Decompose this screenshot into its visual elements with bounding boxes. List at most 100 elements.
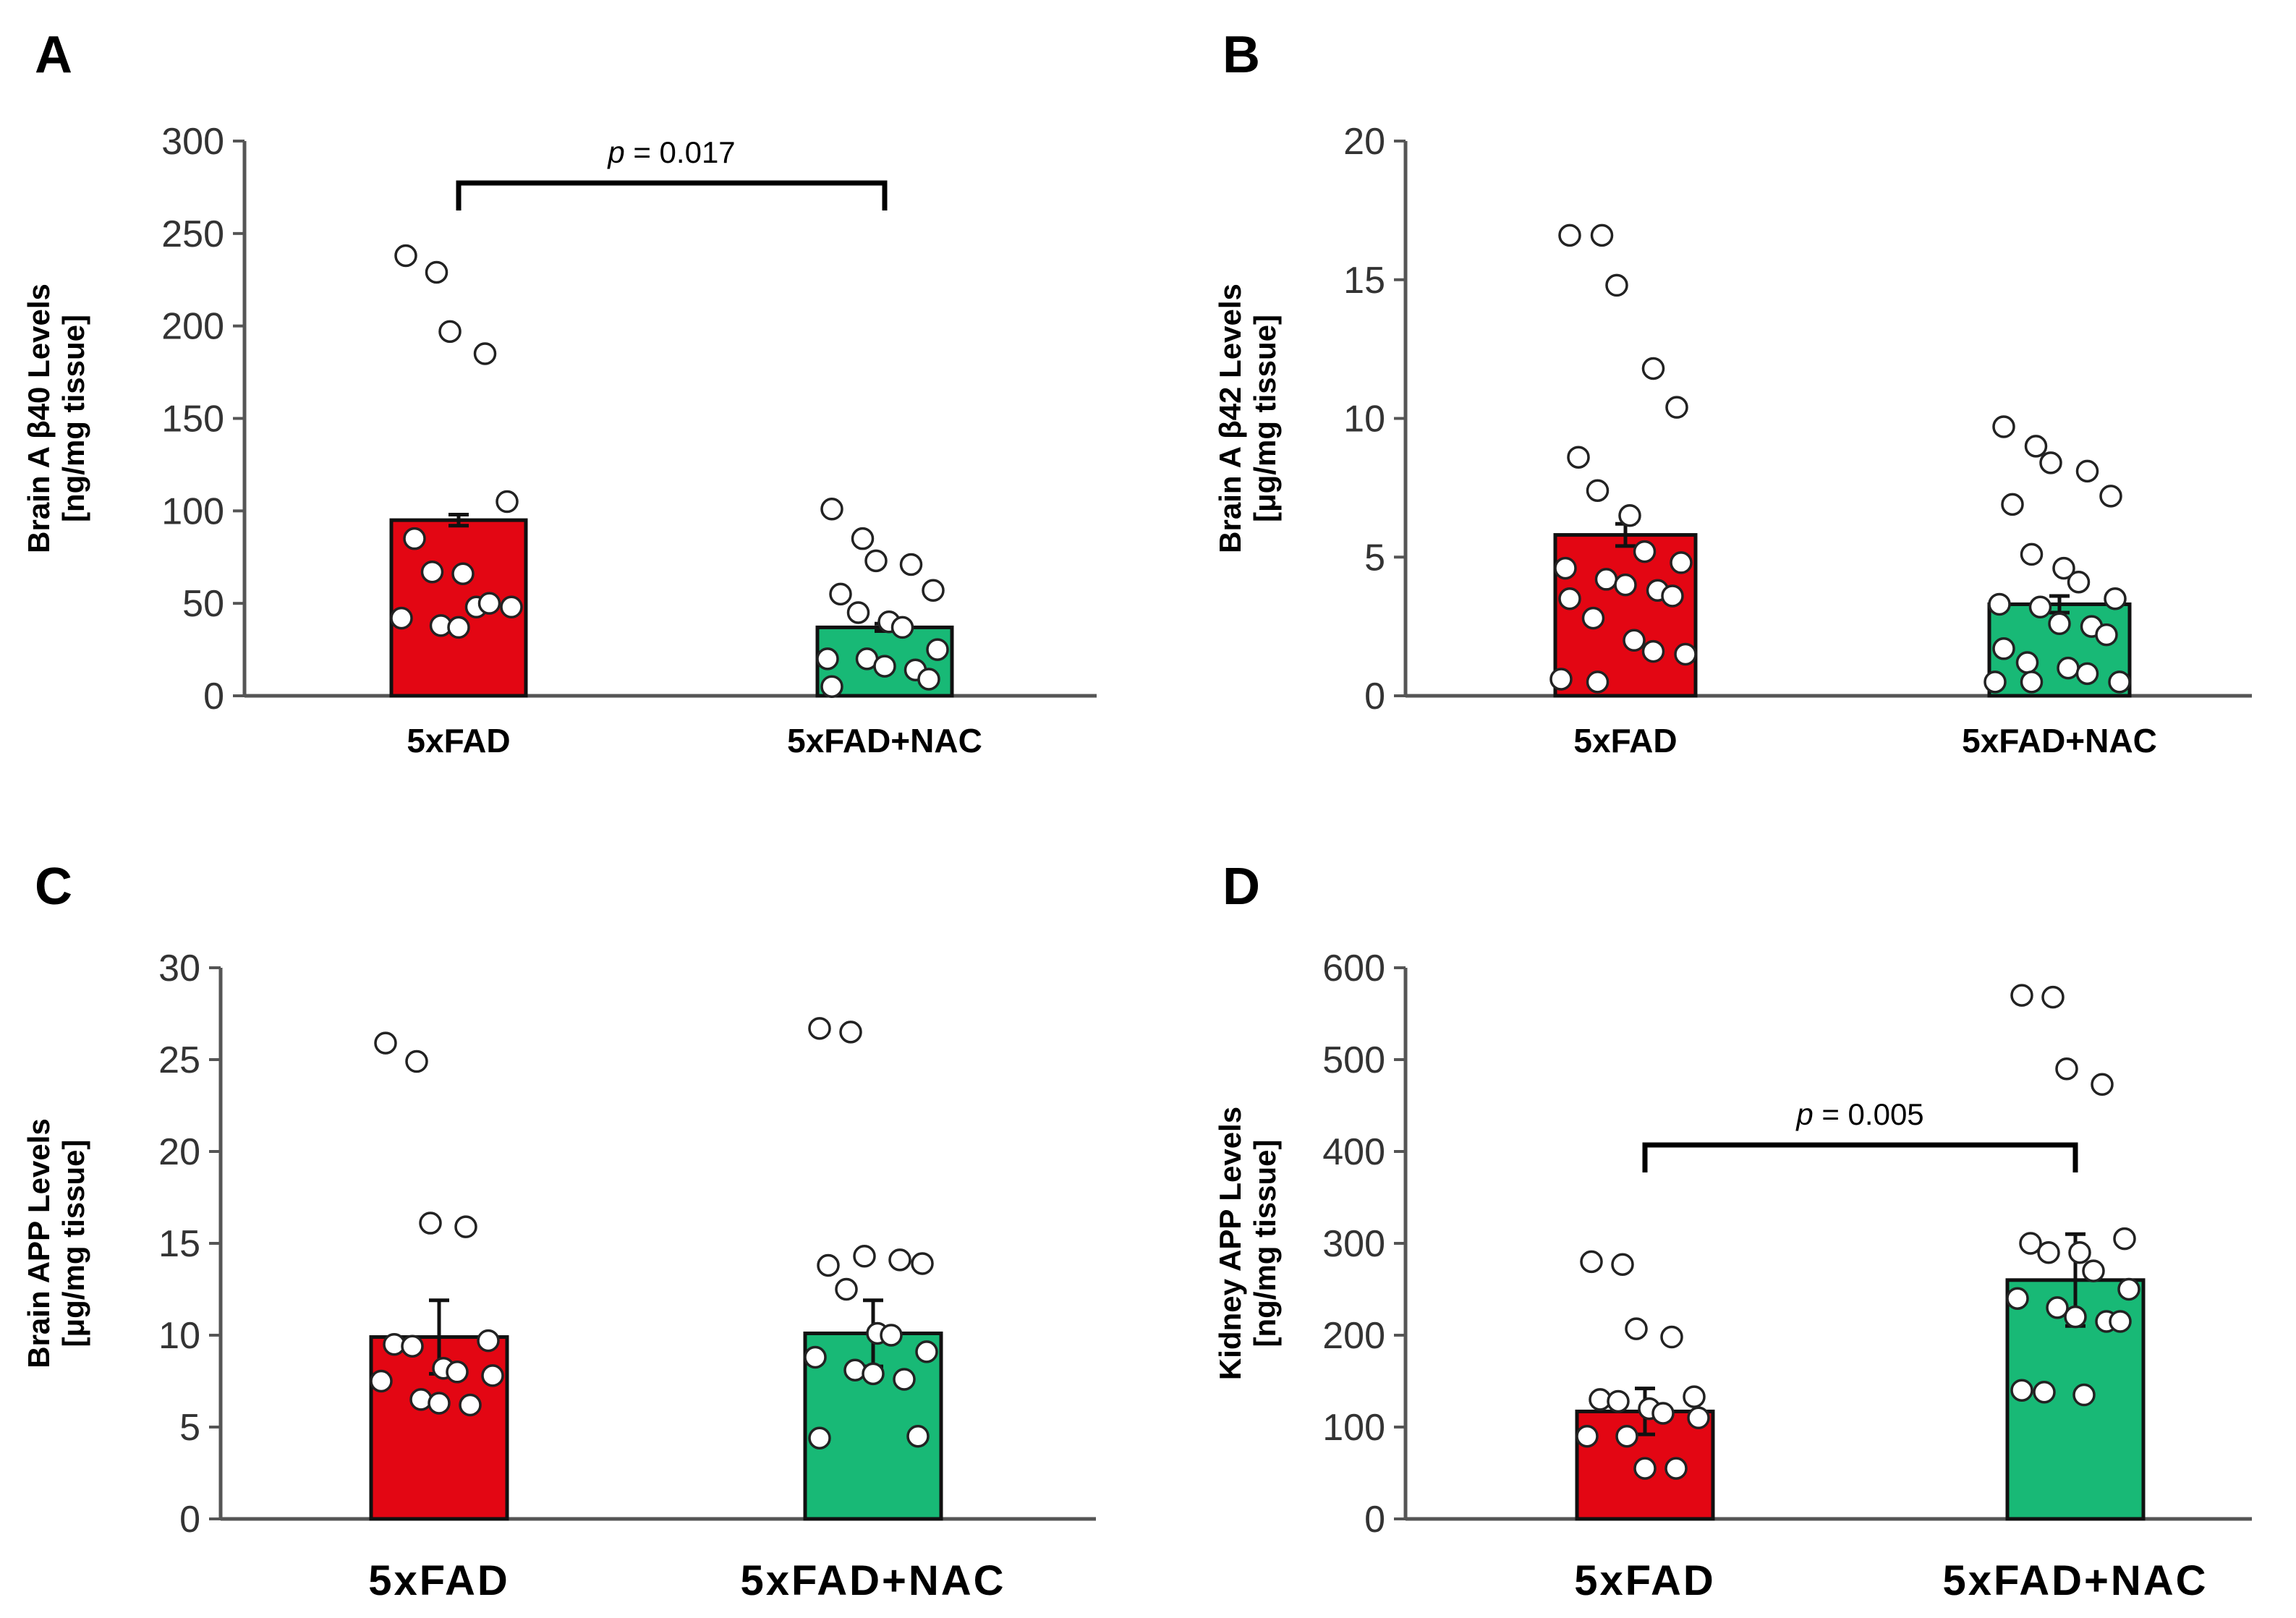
data-point	[2019, 1232, 2042, 1255]
data-point	[390, 606, 413, 630]
data-point	[420, 560, 444, 584]
y-tick-label: 600	[1322, 948, 1385, 989]
data-point	[926, 638, 949, 661]
y-tick-label: 10	[1343, 399, 1385, 440]
y-tick-label: 100	[161, 490, 224, 532]
y-tick-label: 300	[1322, 1223, 1385, 1265]
data-point	[1687, 1406, 1710, 1430]
y-axis-label: Brain A β40 Levels[ng/mg tissue]	[22, 284, 90, 553]
data-point	[428, 1392, 451, 1415]
data-point	[817, 1253, 840, 1277]
data-point	[1580, 1250, 1603, 1274]
data-point	[922, 579, 945, 603]
x-category-label: 5xFAD	[368, 1557, 510, 1604]
data-point	[1558, 587, 1581, 610]
data-point	[2075, 459, 2099, 483]
data-point	[447, 616, 470, 639]
y-tick-label: 50	[182, 583, 224, 625]
y-tick-label: 20	[158, 1131, 200, 1173]
data-point	[1683, 1385, 1706, 1408]
data-point	[917, 668, 940, 691]
data-point	[1641, 357, 1665, 380]
data-point	[911, 1252, 934, 1275]
data-point	[1615, 1424, 1638, 1448]
significance-bracket	[1642, 1142, 2078, 1172]
data-point	[1611, 1253, 1634, 1276]
data-point	[2006, 1287, 2029, 1310]
data-point	[1586, 670, 1610, 694]
data-point	[477, 1329, 500, 1353]
x-category-label: 5xFAD+NAC	[1942, 1557, 2208, 1604]
x-category-label: 5xFAD+NAC	[740, 1557, 1005, 1604]
panel-d: D Kidney APP Levels[ng/mg tissue] 0 100 200 3…	[1213, 858, 2252, 1604]
data-point	[808, 1017, 831, 1040]
data-point	[459, 1393, 482, 1417]
data-point	[2037, 1240, 2060, 1264]
data-point	[1674, 642, 1697, 666]
data-point	[915, 1340, 938, 1363]
data-point	[2117, 1277, 2140, 1301]
significance-label: p = 0.005	[1795, 1097, 1923, 1131]
data-point	[473, 342, 497, 365]
panel-letter: C	[35, 858, 72, 916]
x-category-label: 5xFAD	[1574, 1557, 1716, 1604]
data-point	[843, 1358, 867, 1382]
significance-bracket	[456, 180, 888, 210]
y-axis-label-line1: Brain A β40 Levels	[22, 284, 56, 553]
data-point	[853, 1245, 876, 1268]
significance-label: p = 0.017	[606, 135, 735, 169]
data-point	[2064, 1305, 2087, 1329]
y-axis-label: Brain A β42 Levels[μg/mg tissue]	[1213, 284, 1282, 553]
p-value: = 0.017	[633, 135, 735, 169]
data-point	[2099, 485, 2122, 508]
data-point	[804, 1345, 827, 1369]
data-point	[1558, 223, 1581, 247]
data-point	[829, 582, 852, 606]
data-point	[2082, 1259, 2105, 1282]
data-point	[846, 601, 870, 624]
data-point	[808, 1426, 831, 1449]
data-point	[873, 655, 896, 678]
data-point	[454, 1215, 477, 1238]
y-tick-label: 0	[1364, 676, 1385, 718]
data-point	[1633, 540, 1657, 563]
y-axis-label-line2: [μg/mg tissue]	[1248, 315, 1282, 522]
data-point	[1633, 1457, 1657, 1480]
data-point	[2039, 451, 2062, 474]
panel-letter: B	[1223, 26, 1260, 84]
data-point	[477, 592, 501, 615]
y-tick-label: 0	[179, 1499, 200, 1541]
data-point	[893, 1368, 916, 1391]
data-point	[1605, 273, 1628, 297]
data-point	[403, 527, 426, 550]
data-point	[2068, 1240, 2091, 1264]
data-point	[1586, 479, 1610, 502]
data-point	[1567, 446, 1590, 469]
data-point	[890, 616, 914, 639]
y-tick-label: 15	[158, 1223, 200, 1265]
panel-a: A Brain A β40 Levels[ng/mg tissue] 0 50 100 1…	[22, 26, 1097, 759]
data-point	[370, 1369, 393, 1393]
data-point	[1641, 639, 1665, 663]
data-point	[2048, 612, 2071, 636]
y-axis-label-line2: [ng/mg tissue]	[56, 315, 90, 522]
y-axis-label-line2: [ng/mg tissue]	[1248, 1139, 1282, 1347]
y-tick-label: 20	[1343, 121, 1385, 163]
y-axis-label-line1: Kidney APP Levels	[1213, 1107, 1247, 1380]
data-point	[2057, 656, 2080, 680]
y-tick-label: 15	[1343, 260, 1385, 302]
data-point	[409, 1388, 433, 1411]
y-axis-label-line1: Brain A β42 Levels	[1213, 284, 1247, 553]
data-point	[2052, 556, 2075, 580]
panel-b: B Brain A β42 Levels[μg/mg tissue] 0 5 10 15 2…	[1213, 26, 2252, 759]
y-axis-label: Brain APP Levels[μg/mg tissue]	[22, 1118, 90, 1368]
data-point	[1618, 503, 1641, 527]
data-point	[906, 1424, 930, 1448]
y-tick-label: 25	[158, 1039, 200, 1081]
data-point	[888, 1248, 911, 1272]
x-category-label: 5xFAD+NAC	[787, 722, 982, 759]
data-point	[2033, 1380, 2056, 1404]
y-tick-label: 10	[158, 1315, 200, 1357]
y-tick-label: 150	[161, 399, 224, 440]
y-tick-label: 0	[203, 676, 224, 718]
